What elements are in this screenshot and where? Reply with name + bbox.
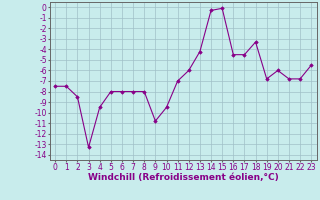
X-axis label: Windchill (Refroidissement éolien,°C): Windchill (Refroidissement éolien,°C) bbox=[88, 173, 279, 182]
